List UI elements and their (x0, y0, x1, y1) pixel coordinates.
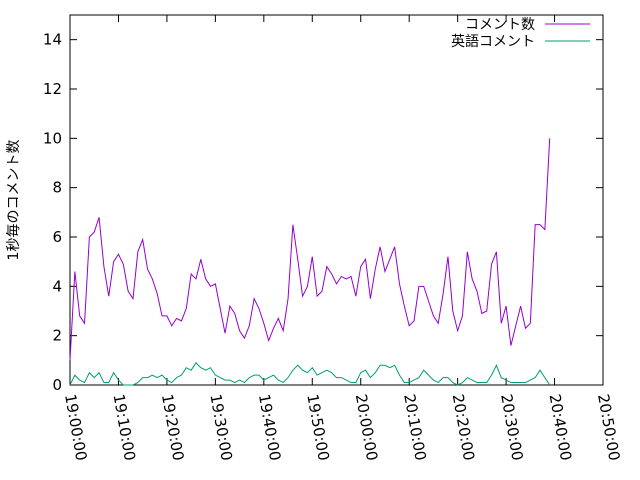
legend-label: コメント数 (465, 17, 535, 33)
x-tick-label: 20:50:00 (594, 393, 623, 462)
y-tick-label: 0 (52, 376, 62, 394)
y-tick-label: 10 (43, 129, 62, 147)
y-tick-label: 2 (52, 327, 62, 345)
x-tick-label: 20:20:00 (449, 393, 478, 462)
y-tick-label: 4 (52, 277, 62, 295)
x-tick-label: 19:20:00 (158, 393, 187, 462)
x-tick-label: 19:10:00 (110, 393, 139, 462)
x-tick-label: 19:50:00 (303, 393, 332, 462)
x-tick-label: 20:10:00 (400, 393, 429, 462)
legend-label: 英語コメント (451, 33, 535, 50)
series-line-1 (69, 362, 551, 386)
y-tick-label: 12 (43, 80, 62, 98)
y-tick-label: 6 (52, 228, 62, 246)
y-axis-ticks: 0 2 4 6 8 10 12 14 (43, 31, 603, 394)
series-layer (69, 138, 551, 386)
x-tick-label: 19:30:00 (206, 393, 235, 462)
plot-frame (69, 14, 604, 386)
series-line-0 (69, 138, 551, 361)
x-tick-label: 20:00:00 (352, 393, 381, 462)
y-axis-title: 1秒毎のコメント数 (6, 140, 22, 261)
x-axis-ticks: 19:00:00 19:10:00 19:20:00 19:30:00 19:40:00… (61, 15, 623, 462)
y-tick-label: 14 (43, 31, 62, 49)
y-tick-label: 8 (52, 179, 62, 197)
x-tick-label: 19:40:00 (255, 393, 284, 462)
x-tick-label: 19:00:00 (61, 393, 90, 462)
x-tick-label: 20:30:00 (497, 393, 526, 462)
x-tick-label: 20:40:00 (546, 393, 575, 462)
